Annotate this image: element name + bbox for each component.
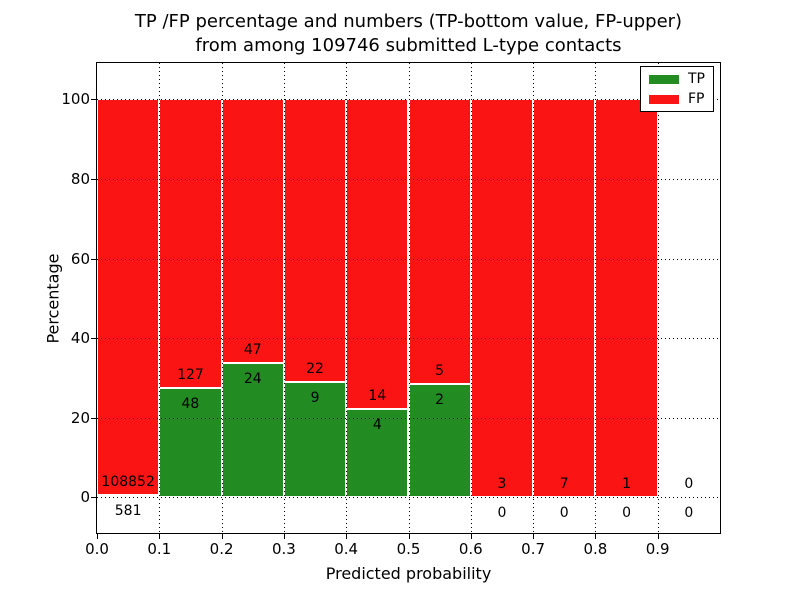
fp-count-label: 108852 <box>101 474 155 491</box>
y-tick-mark <box>91 497 96 499</box>
fp-count-label: 47 <box>243 341 262 358</box>
tp-count-label: 9 <box>310 389 320 406</box>
gridline-x <box>470 63 472 533</box>
gridline-x <box>533 63 535 533</box>
x-tick-mark <box>221 534 223 539</box>
legend-swatch-fp <box>649 94 679 104</box>
bar-tp-0.4-0.5 <box>346 408 409 498</box>
y-axis-label: Percentage <box>43 253 63 344</box>
gridline-x <box>595 63 597 533</box>
bar-fp-0.6-0.7 <box>470 99 534 498</box>
fp-count-label: 14 <box>368 387 387 404</box>
y-tick-label: 100 <box>61 90 90 109</box>
gridline-x <box>221 63 223 533</box>
legend: TP FP <box>640 66 714 112</box>
x-tick-mark <box>533 534 535 539</box>
gridline-y <box>97 497 720 499</box>
gridline-y <box>97 99 720 101</box>
bar-fp-0.4-0.5 <box>346 99 409 409</box>
x-tick-mark <box>97 534 98 539</box>
x-tick-mark <box>159 534 161 539</box>
y-tick-mark <box>91 258 96 260</box>
tp-count-label: 48 <box>181 396 200 413</box>
gridline-x <box>283 63 285 533</box>
fp-count-label: 3 <box>497 476 507 493</box>
bar-tp-0.0-0.1 <box>97 495 160 498</box>
tp-count-label: 581 <box>114 503 142 520</box>
x-tick-mark <box>283 534 285 539</box>
fp-count-label: 127 <box>177 367 204 384</box>
gridline-y <box>97 179 720 180</box>
bar-fp-0.2-0.3 <box>221 99 284 363</box>
x-tick-label: 0.4 <box>334 540 359 558</box>
bar-tp-0.1-0.2 <box>159 388 222 498</box>
gridline-y <box>97 417 720 419</box>
gridline-x <box>159 63 161 533</box>
fp-count-label: 7 <box>559 476 569 493</box>
x-tick-label: 0.8 <box>583 540 608 558</box>
gridline-x <box>346 63 348 533</box>
y-tick-mark <box>91 417 96 419</box>
y-tick-label: 40 <box>70 329 90 348</box>
gridline-x <box>408 63 410 533</box>
x-tick-label: 0.7 <box>521 540 546 558</box>
fp-count-label: 0 <box>684 476 694 493</box>
x-tick-mark <box>595 534 597 539</box>
tp-count-label: 0 <box>684 505 694 522</box>
fp-count-label: 1 <box>622 476 631 493</box>
y-tick-label: 20 <box>70 408 90 427</box>
plot-area: 108852 581 127 48 47 24 22 9 14 4 5 2 3 0 7 0 1 0 0 0 TP FP <box>96 62 721 534</box>
bar-tp-0.3-0.4 <box>283 381 347 498</box>
tp-count-label: 0 <box>559 505 569 522</box>
bar-fp-0.8-0.9 <box>595 99 658 498</box>
legend-row-fp: FP <box>649 92 705 106</box>
bar-fp-0.1-0.2 <box>159 99 222 389</box>
x-tick-label: 0.5 <box>396 540 421 558</box>
x-tick-mark <box>470 534 472 539</box>
chart-title-line-2: from among 109746 submitted L-type conta… <box>195 35 622 56</box>
tp-count-label: 0 <box>497 505 507 522</box>
bar-tp-0.5-0.6 <box>408 383 471 498</box>
gridline-x <box>657 63 659 533</box>
x-tick-mark <box>346 534 348 539</box>
tp-count-label: 2 <box>435 391 445 408</box>
y-tick-mark <box>91 338 96 340</box>
fp-count-label: 22 <box>306 360 324 377</box>
x-tick-mark <box>408 534 410 539</box>
y-tick-mark <box>91 179 96 180</box>
chart-title-line-1: TP /FP percentage and numbers (TP-bottom… <box>134 11 683 32</box>
bar-fp-0.7-0.8 <box>533 99 596 498</box>
x-tick-label: 0.9 <box>645 540 670 558</box>
gridline-y <box>97 258 720 260</box>
chart-title: TP /FP percentage and numbers (TP-bottom… <box>97 10 720 58</box>
y-tick-label: 60 <box>70 249 90 268</box>
bar-fp-0.5-0.6 <box>408 99 471 384</box>
x-tick-label: 0.0 <box>85 540 109 558</box>
legend-swatch-tp <box>649 74 679 84</box>
y-tick-label: 0 <box>80 488 90 507</box>
x-tick-mark <box>657 534 659 539</box>
legend-label-fp: FP <box>688 91 705 107</box>
fp-count-label: 5 <box>435 362 445 379</box>
tp-count-label: 0 <box>622 505 631 522</box>
tp-count-label: 24 <box>243 370 262 387</box>
gridline-y <box>97 338 720 340</box>
x-tick-label: 0.2 <box>209 540 234 558</box>
x-tick-label: 0.3 <box>271 540 296 558</box>
x-tick-label: 0.1 <box>147 540 172 558</box>
legend-row-tp: TP <box>649 72 705 86</box>
x-tick-label: 0.6 <box>458 540 483 558</box>
y-tick-mark <box>91 99 96 101</box>
x-axis-label: Predicted probability <box>325 564 492 583</box>
tp-count-label: 4 <box>372 416 382 433</box>
bar-fp-0.3-0.4 <box>283 99 347 382</box>
bar-fp-0.0-0.1 <box>97 99 160 496</box>
y-tick-label: 80 <box>70 170 90 188</box>
legend-label-tp: TP <box>688 71 705 87</box>
